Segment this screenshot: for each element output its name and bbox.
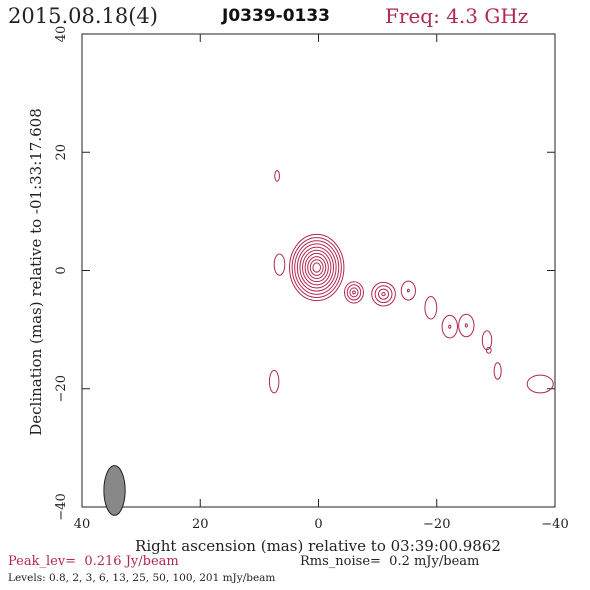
y-tick-label: −40 <box>54 493 69 520</box>
contour-level <box>424 296 438 320</box>
contour-level <box>312 262 322 273</box>
rms-value: 0.2 mJy/beam <box>389 554 480 569</box>
contour-layer <box>268 170 554 394</box>
contour-level <box>458 313 475 338</box>
rms-label: Rms_noise= <box>300 554 381 569</box>
x-tick-label: −20 <box>423 517 450 532</box>
contour-level <box>352 290 356 295</box>
contour-level <box>309 259 324 276</box>
contour-levels: Levels: 0.8, 2, 3, 6, 13, 25, 50, 100, 2… <box>8 572 276 584</box>
y-tick-label: 20 <box>54 144 69 161</box>
contour-level <box>371 281 396 307</box>
contour-level <box>289 233 345 302</box>
x-tick-label: 20 <box>192 517 209 532</box>
contour-level <box>299 246 335 289</box>
contour-level <box>294 240 340 295</box>
contour-level <box>302 249 332 286</box>
x-tick-label: 0 <box>314 517 322 532</box>
contour-level <box>268 369 280 394</box>
contour-level <box>381 291 386 297</box>
contour-level <box>307 256 327 280</box>
contour-level <box>349 287 359 298</box>
y-tick-label: 40 <box>54 26 69 43</box>
contour-level <box>374 285 393 304</box>
beam-layer <box>103 465 126 516</box>
rms-noise: Rms_noise= 0.2 mJy/beam <box>300 554 479 569</box>
y-tick-label: 0 <box>54 266 69 274</box>
frequency-value: 4.3 GHz <box>446 4 529 28</box>
observation-date: 2015.08.18(4) <box>8 4 158 28</box>
plot-frame <box>81 33 556 508</box>
y-axis-label: Declination (mas) relative to -01:33:17.… <box>27 108 45 436</box>
beam-ellipse <box>103 465 126 516</box>
contour-level <box>406 288 410 293</box>
axis-ticks <box>81 33 556 508</box>
contour-level <box>304 252 329 283</box>
contour-level <box>377 288 390 300</box>
contour-level <box>485 346 492 354</box>
x-tick-label: 40 <box>74 517 91 532</box>
contour-level <box>273 253 286 276</box>
y-tick-label: −20 <box>54 375 69 402</box>
contour-level <box>441 314 458 339</box>
peak-label: Peak_lev= <box>8 554 77 569</box>
peak-level: Peak_lev= 0.216 Jy/beam <box>8 554 179 569</box>
contour-level <box>274 170 280 182</box>
contour-level <box>346 284 362 301</box>
contour-level <box>526 374 554 394</box>
x-tick-label: −40 <box>541 517 568 532</box>
peak-value: 0.216 Jy/beam <box>84 554 179 569</box>
contour-level <box>344 281 364 304</box>
contour-level <box>400 280 416 301</box>
axis-tick-labels: 40 20 0 −20 −40 −40 −20 0 20 40 <box>54 26 569 532</box>
x-axis-label: Right ascension (mas) relative to 03:39:… <box>135 537 501 555</box>
contour-level <box>464 323 468 328</box>
frequency-label: Freq: <box>385 4 440 28</box>
contour-level <box>481 330 493 351</box>
contour-level <box>291 237 342 298</box>
source-name: J0339-0133 <box>222 6 331 26</box>
contour-level <box>448 324 452 329</box>
contour-level <box>493 362 502 380</box>
frequency-readout: Freq: 4.3 GHz <box>385 2 528 30</box>
contour-level <box>296 243 337 292</box>
